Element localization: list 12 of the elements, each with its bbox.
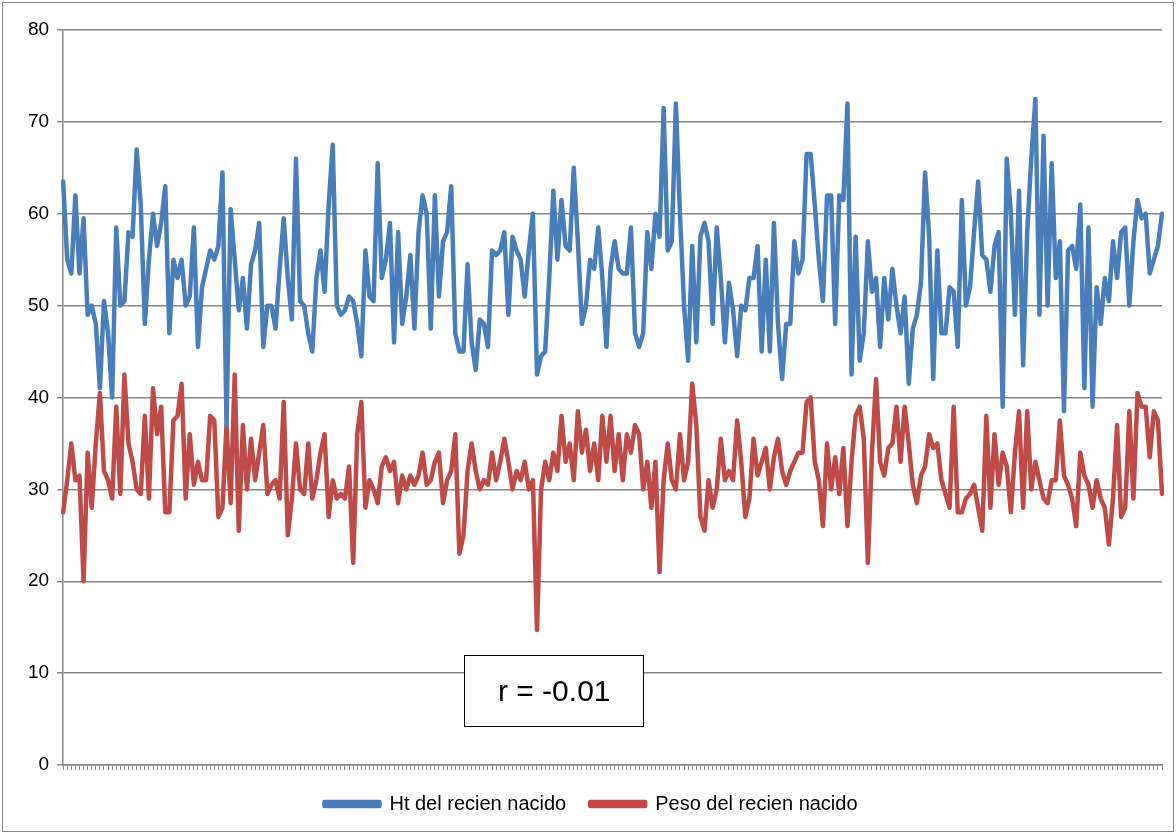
annotation: r = -0.01 xyxy=(464,654,645,727)
legend-label: Peso del recien nacido xyxy=(655,791,858,814)
y-tick-label: 80 xyxy=(27,18,50,40)
y-tick-label: 50 xyxy=(27,293,50,315)
y-tick-label: 0 xyxy=(38,753,50,775)
y-tick-label: 20 xyxy=(27,569,50,591)
y-tick-label: 60 xyxy=(27,201,50,223)
legend-label: Ht del recien nacido xyxy=(389,791,567,814)
y-tick-label: 40 xyxy=(27,385,50,407)
y-tick-label: 10 xyxy=(27,661,50,683)
y-tick-label: 70 xyxy=(27,110,50,132)
y-tick-label: 30 xyxy=(27,477,50,499)
